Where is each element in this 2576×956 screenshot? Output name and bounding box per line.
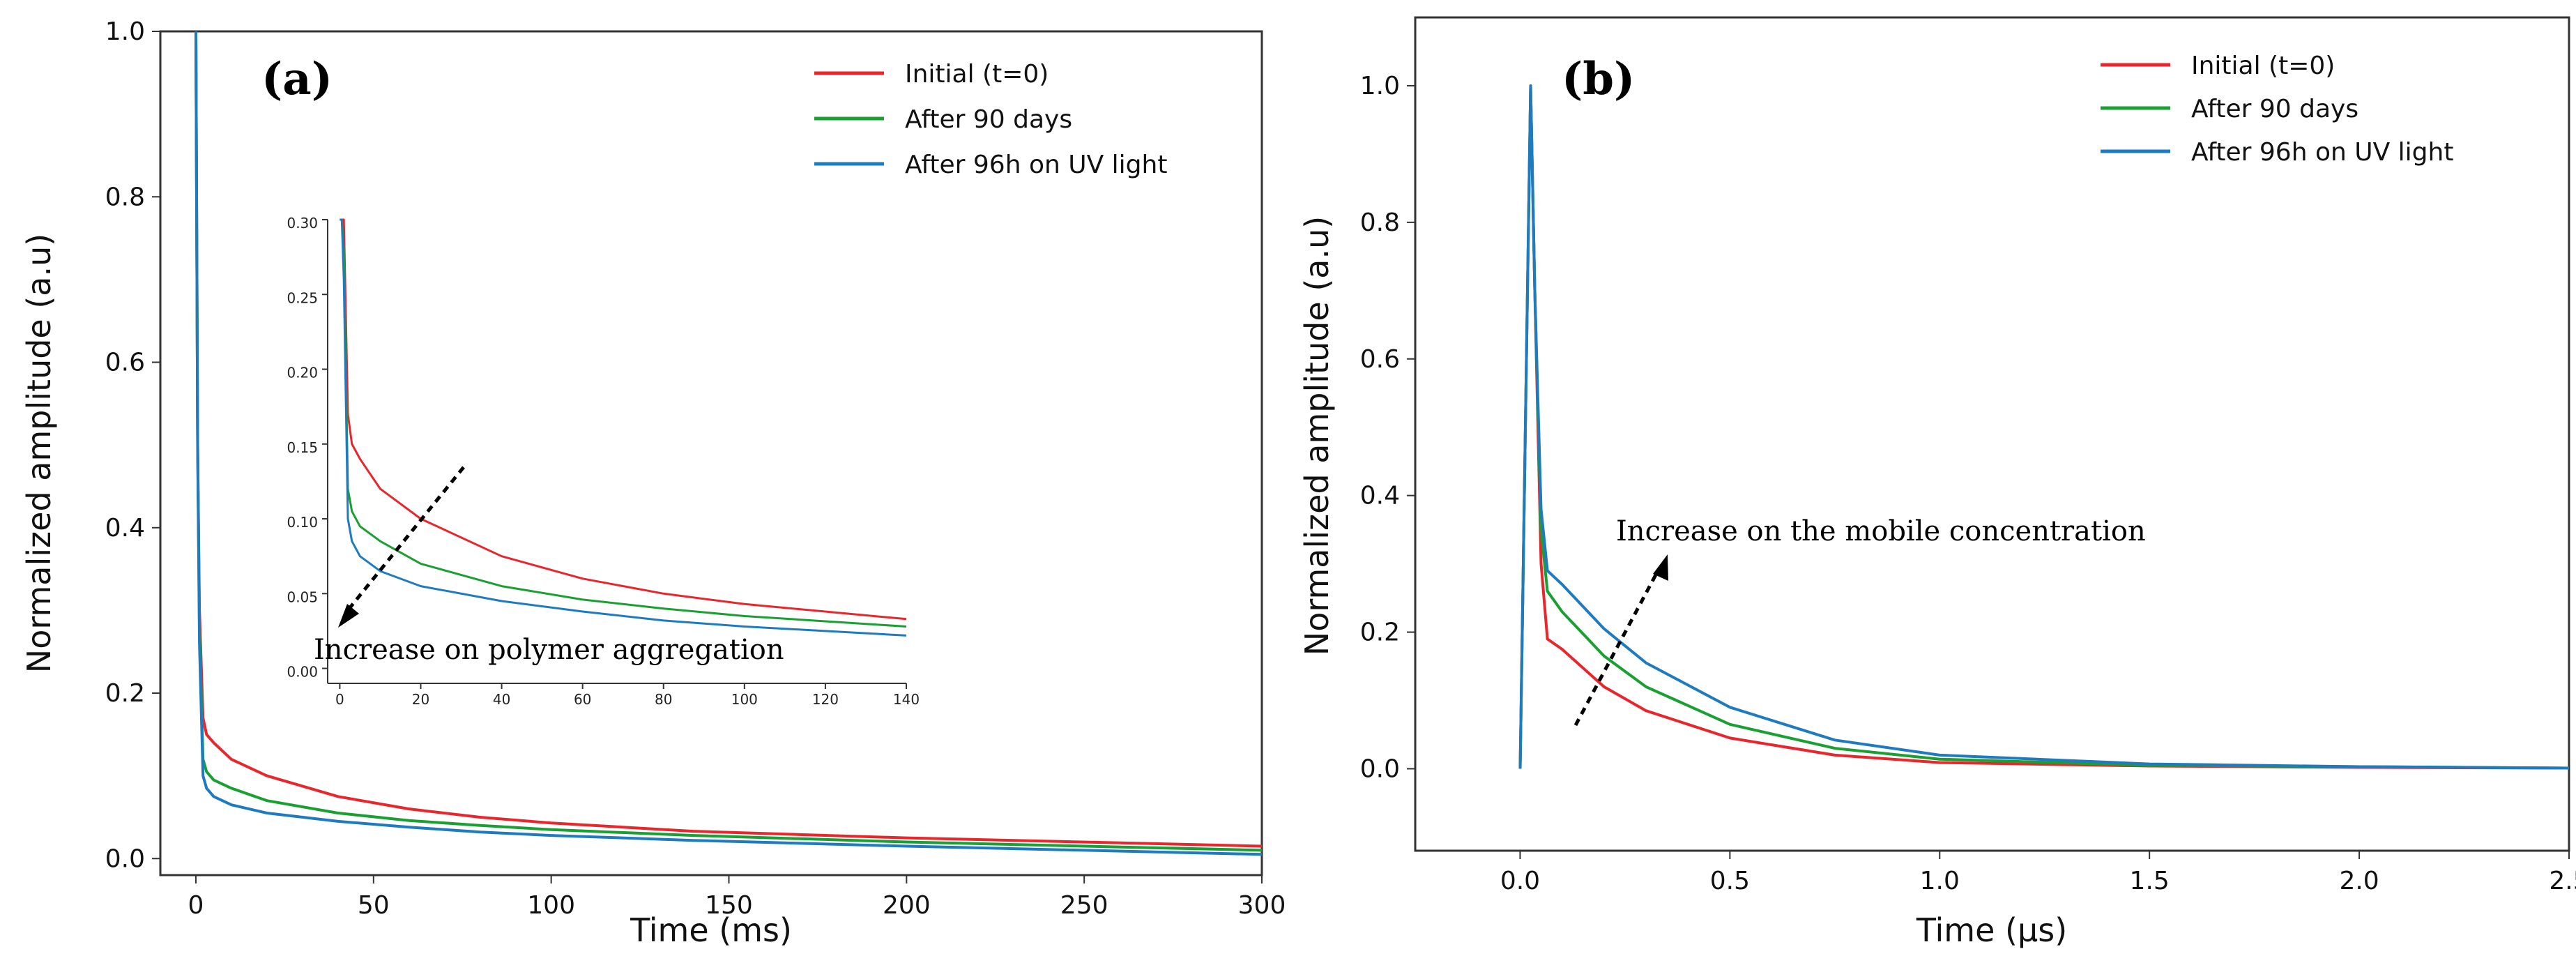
panel-a-x-tick-label-5: 250 [1060, 891, 1108, 920]
panel-b-label: (b) [1562, 53, 1635, 105]
legend-a-label-initial: Initial (t=0) [905, 60, 1049, 89]
panel-b-y-tick-label-5: 1.0 [1360, 72, 1400, 100]
inset-y-tick-label-6: 0.30 [287, 215, 318, 232]
panel-b-frame [1414, 16, 2570, 852]
panel-b-x-tick-label-3: 1.5 [2130, 867, 2170, 895]
panel-b-legend: Initial (t=0) After 90 days After 96h on… [2101, 52, 2453, 167]
panel-b-y-ticks: 0.0 0.2 0.4 0.6 0.8 1.0 [1360, 72, 1415, 783]
legend-b-label-initial: Initial (t=0) [2191, 52, 2335, 80]
panel-b-x-tick-label-5: 2.5 [2549, 867, 2576, 895]
inset-y-tick-label-2: 0.10 [287, 514, 318, 531]
panel-b-series-line-1 [1518, 84, 2570, 770]
inset-x-tick-label-5: 100 [731, 691, 758, 708]
inset-y-tick-label-1: 0.05 [287, 589, 318, 605]
panel-a-x-tick-label-6: 300 [1238, 891, 1286, 920]
panel-b-series-line-0 [1518, 84, 2570, 770]
inset-y-tick-label-4: 0.20 [287, 365, 318, 381]
panel-b-y-tick-label-3: 0.6 [1360, 345, 1400, 374]
panel-a-y-tick-label-0: 0.0 [105, 844, 145, 873]
panel-b-x-tick-label-1: 0.5 [1710, 867, 1750, 895]
inset-background [310, 216, 913, 669]
panel-a-x-axis-label: Time (ms) [630, 911, 792, 949]
panel-b-x-tick-label-0: 0.0 [1500, 867, 1540, 895]
inset-series-line-2 [340, 218, 907, 637]
inset-series-line-0 [340, 218, 907, 621]
panel-b-y-tick-label-4: 0.8 [1360, 208, 1400, 237]
panel-a-y-ticks: 0.0 0.2 0.4 0.6 0.8 1.0 [105, 17, 160, 873]
panel-a-series [195, 31, 1263, 856]
legend-a-label-uv: After 96h on UV light [905, 151, 1167, 179]
panel-a-y-tick-label-2: 0.4 [105, 514, 145, 543]
panel-b: 0.0 0.5 1.0 1.5 2.0 2.5 0.0 0.2 0.4 0.6 0.8 1.0 (b… [1298, 16, 2576, 949]
legend-b-label-uv: After 96h on UV light [2191, 138, 2453, 167]
inset-x-tick-label-2: 40 [493, 691, 510, 708]
inset-x-tick-label-7: 140 [893, 691, 920, 708]
panel-b-y-tick-label-2: 0.4 [1360, 482, 1400, 510]
panel-a-label: (a) [261, 53, 333, 105]
panel-b-annotation: Increase on the mobile concentration [1616, 515, 2146, 547]
panel-a-x-tick-label-1: 50 [358, 891, 390, 920]
panel-a-y-tick-label-3: 0.6 [105, 349, 145, 377]
inset-x-tick-label-4: 80 [655, 691, 672, 708]
panel-b-series [1518, 84, 2570, 770]
panel-a-x-tick-label-2: 100 [527, 891, 575, 920]
inset-x-tick-label-0: 0 [335, 691, 344, 708]
inset-y-tick-label-5: 0.25 [287, 289, 318, 306]
panel-b-x-axis-label: Time (μs) [1916, 911, 2067, 949]
panel-a: 0 50 100 150 200 250 300 0.00.20.40.60.81.0 (a… [20, 17, 1286, 949]
inset-annotation: Increase on polymer aggregation [314, 634, 784, 666]
panel-a-inset: 0 20 40 60 80 100 120 140 0.000.050.100.150.200… [287, 215, 920, 708]
inset-x-tick-label-1: 20 [412, 691, 429, 708]
inset-x-ticks: 0 20 40 60 80 100 120 140 [335, 683, 920, 708]
panel-a-y-tick-label-4: 0.8 [105, 183, 145, 211]
inset-arrow-head [338, 604, 359, 628]
panel-a-x-tick-label-0: 0 [188, 891, 204, 920]
panel-b-y-tick-label-0: 0.0 [1360, 754, 1400, 783]
panel-a-series-line-2 [195, 31, 1263, 856]
panel-a-y-tick-label-1: 0.2 [105, 679, 145, 708]
panel-b-y-axis-label: Normalized amplitude (a.u) [1298, 216, 1336, 655]
panel-b-arrow-line [1573, 567, 1661, 727]
panel-b-arrow-head [1653, 554, 1668, 581]
legend-a-label-90days: After 90 days [905, 105, 1072, 134]
panel-a-x-tick-label-4: 200 [883, 891, 931, 920]
inset-series [340, 218, 907, 637]
panel-a-x-ticks: 0 50 100 150 200 250 300 [188, 875, 1286, 920]
legend-b-label-90days: After 90 days [2191, 95, 2358, 123]
inset-y-tick-label-3: 0.15 [287, 439, 318, 456]
panel-b-x-tick-label-2: 1.0 [1920, 867, 1960, 895]
panel-b-x-ticks: 0.0 0.5 1.0 1.5 2.0 2.5 [1500, 851, 2576, 895]
inset-x-tick-label-3: 60 [574, 691, 591, 708]
panel-b-series-line-2 [1518, 84, 2570, 770]
panel-a-y-tick-label-5: 1.0 [105, 17, 145, 46]
panel-b-x-tick-label-4: 2.0 [2339, 867, 2379, 895]
inset-y-tick-label-0: 0.00 [287, 664, 318, 681]
panel-b-y-tick-label-1: 0.2 [1360, 619, 1400, 647]
inset-y-ticks: 0.00 0.05 0.10 0.15 0.20 0.25 0.30 [287, 215, 328, 681]
panel-a-frame [159, 30, 1263, 877]
panel-a-y-axis-label: Normalized amplitude (a.u) [20, 234, 58, 673]
panel-a-x-tick-label-3: 150 [705, 891, 753, 920]
inset-x-tick-label-6: 120 [812, 691, 839, 708]
inset-arrow-line [344, 466, 465, 615]
panel-a-legend: Initial (t=0) After 90 days After 96h on… [814, 60, 1167, 179]
